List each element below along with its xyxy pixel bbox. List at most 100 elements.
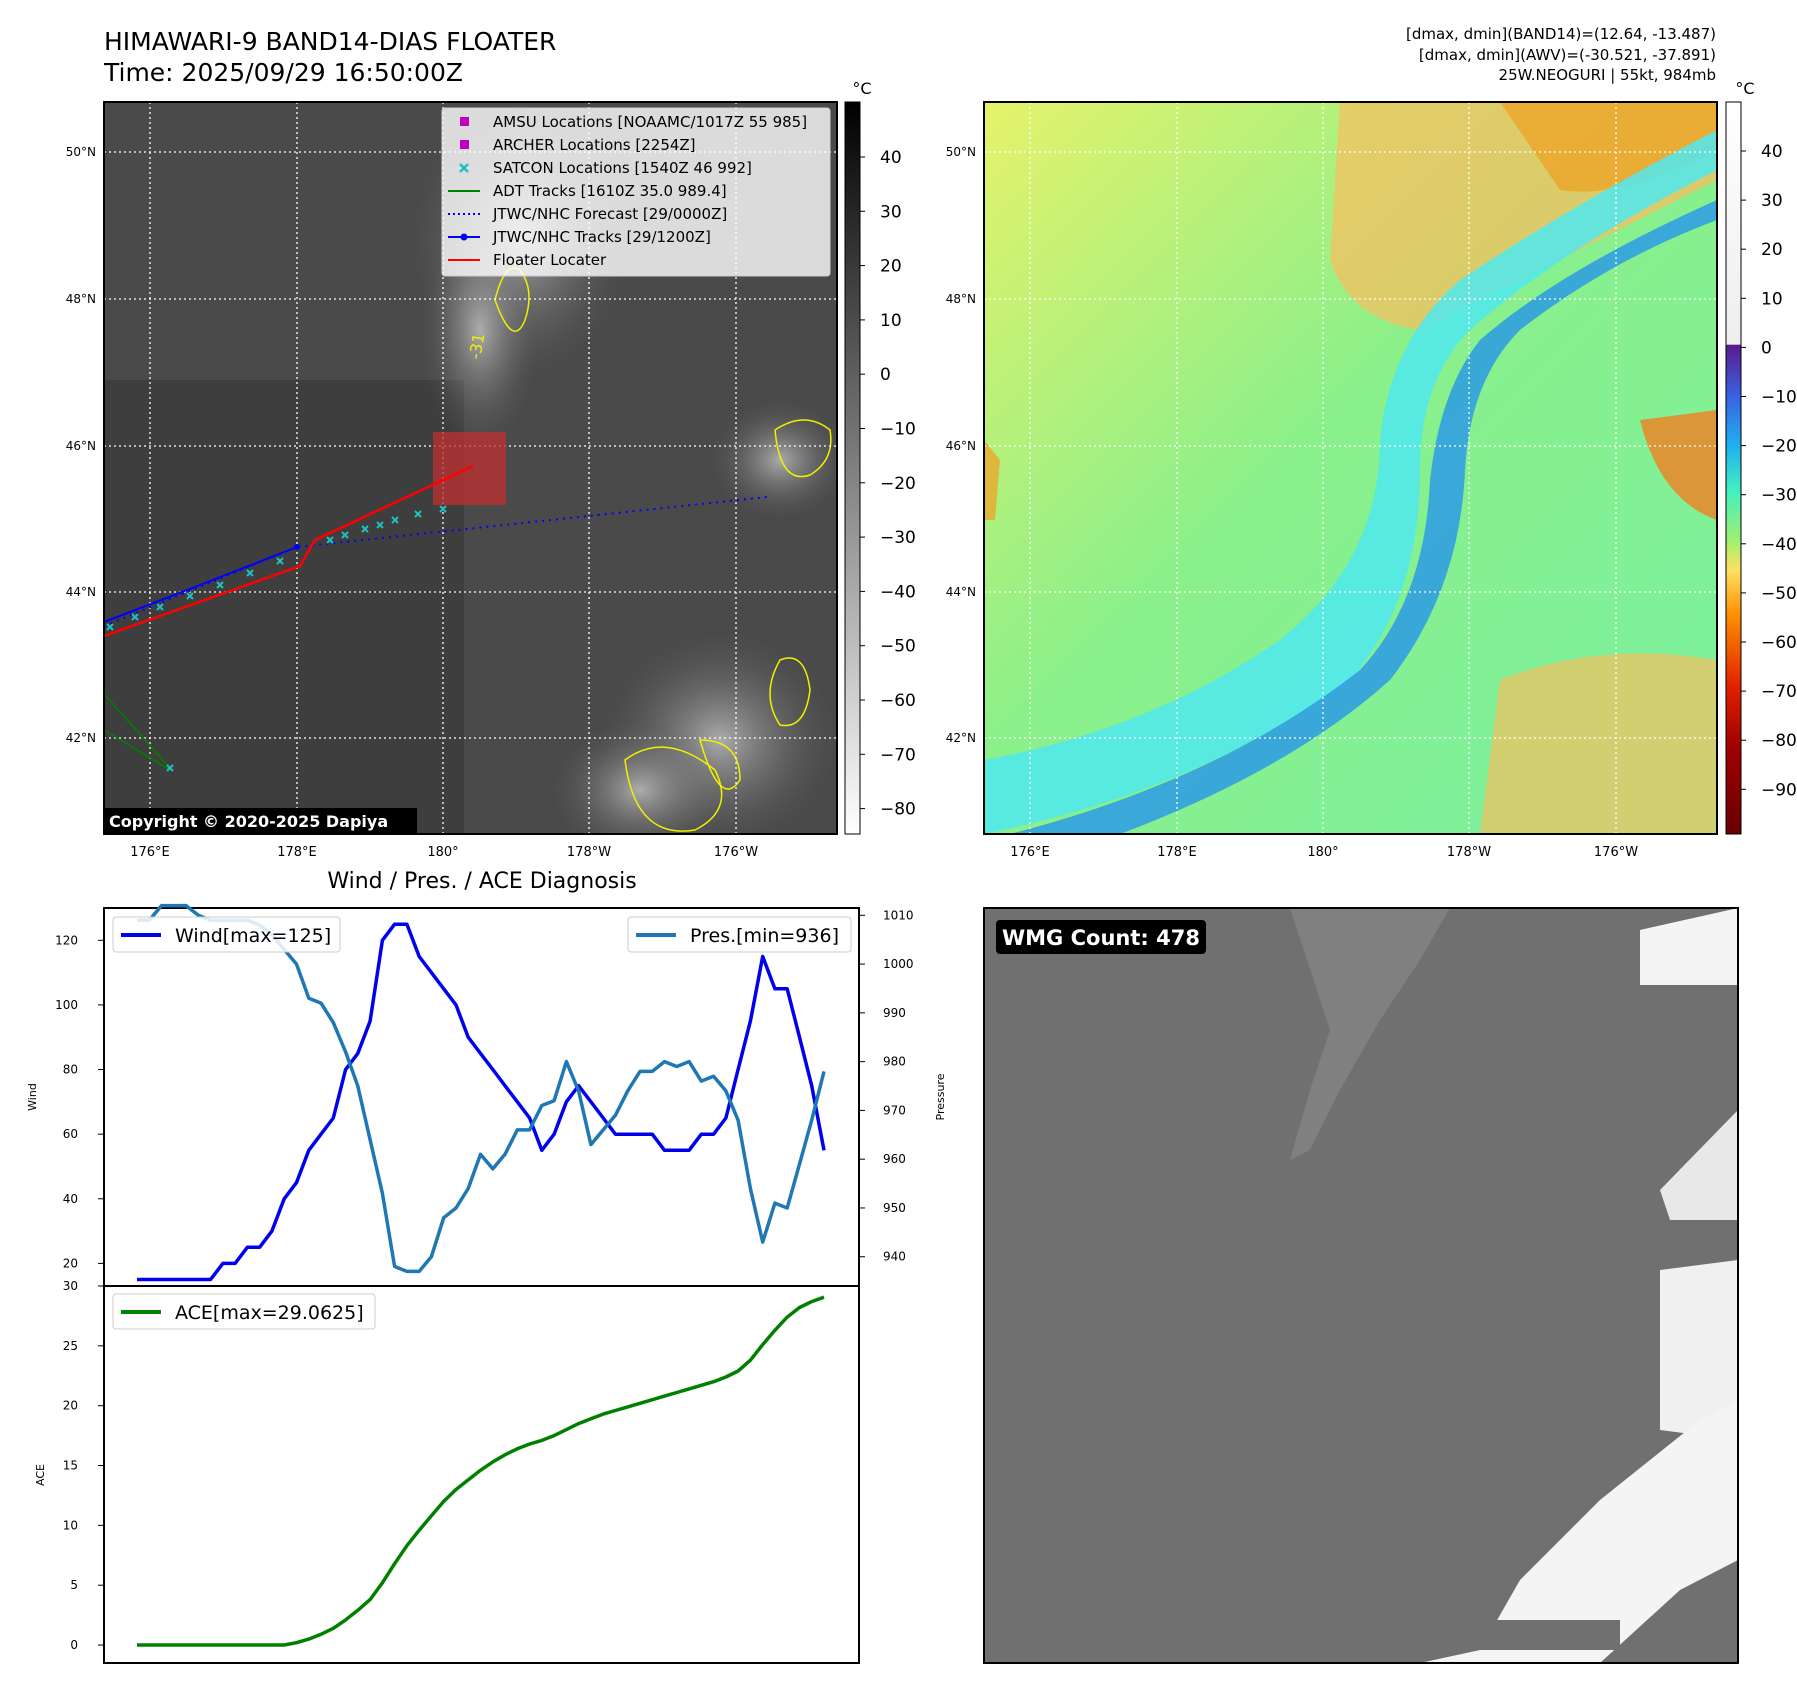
pressure-tick-label: 1010 xyxy=(883,908,914,922)
colorbar-tick-label: −20 xyxy=(880,474,916,494)
colorbar-tick-label: 30 xyxy=(1761,191,1783,211)
wmg-count-box xyxy=(996,920,1206,954)
legend-item: JTWC/NHC Tracks [29/1200Z] xyxy=(448,228,711,246)
ace-ylabel: ACE xyxy=(34,1464,47,1486)
colorbar-tick-label: −80 xyxy=(1761,731,1797,751)
colorbar-tick-label: −70 xyxy=(880,745,916,765)
wind-tick-label: 20 xyxy=(63,1256,78,1270)
colorbar-tick-label: 0 xyxy=(880,365,891,385)
wind-ticks: 20 40 60 80 100 120 xyxy=(55,933,104,1270)
satcon-marker xyxy=(186,592,194,600)
legend-item: ARCHER Locations [2254Z] xyxy=(460,136,696,154)
pressure-ylabel: Pressure xyxy=(934,1073,947,1120)
pressure-ticks: 940 950 960 970 980 990 1000 1010 xyxy=(859,908,914,1264)
legend-marker-dot xyxy=(460,233,468,241)
satcon-marker xyxy=(376,521,384,529)
colorbar-tick-label: 20 xyxy=(1761,240,1783,260)
adt-track-2 xyxy=(103,729,171,771)
figure-title: HIMAWARI-9 BAND14-DIAS FLOATER xyxy=(104,27,556,56)
ace-tick-label: 30 xyxy=(63,1279,78,1293)
pressure-tick-label: 1000 xyxy=(883,957,914,971)
lon-label: 176°W xyxy=(714,845,758,860)
satcon-marker xyxy=(166,764,174,772)
satcon-marker xyxy=(439,505,447,513)
awv-lat-labels: 50°N 48°N 46°N 44°N 42°N xyxy=(946,145,976,745)
legend-label: Floater Locater xyxy=(493,251,607,269)
wind-tick-label: 120 xyxy=(55,933,78,947)
ace-tick-label: 0 xyxy=(70,1638,78,1652)
legend-label: AMSU Locations [NOAAMC/1017Z 55 985] xyxy=(493,113,807,131)
lat-label: 46°N xyxy=(66,439,96,453)
satcon-marker xyxy=(326,536,334,544)
satcon-marker xyxy=(156,603,164,611)
lat-label: 42°N xyxy=(66,731,96,745)
colorbar-tick-label: −10 xyxy=(1761,388,1797,408)
colorbar-tick-label: −50 xyxy=(1761,584,1797,604)
lon-label: 178°E xyxy=(1157,845,1197,860)
info-band14: [dmax, dmin](BAND14)=(12.64, -13.487) xyxy=(1406,25,1716,43)
colorbar-tick-label: −40 xyxy=(1761,535,1797,555)
colorbar-tick-label: 40 xyxy=(1761,142,1783,162)
satcon-marker xyxy=(106,623,114,631)
colorbar-tick-label: −30 xyxy=(1761,486,1797,506)
lon-label: 176°W xyxy=(1594,845,1638,860)
info-awv: [dmax, dmin](AWV)=(-30.521, -37.891) xyxy=(1419,46,1716,64)
jtwc-track-point xyxy=(294,544,300,550)
awv-map xyxy=(984,102,1717,834)
colorbar-tick-label: 10 xyxy=(1761,289,1783,309)
wind-tick-label: 100 xyxy=(55,998,78,1012)
satcon-marker xyxy=(276,557,284,565)
lat-label: 48°N xyxy=(66,292,96,306)
legend-marker xyxy=(460,117,469,126)
lat-label: 50°N xyxy=(66,145,96,159)
legend-item: ADT Tracks [1610Z 35.0 989.4] xyxy=(448,182,727,200)
contour-label: -31 xyxy=(465,332,488,361)
lon-label: 178°E xyxy=(277,845,317,860)
lat-label: 48°N xyxy=(946,292,976,306)
lat-label: 50°N xyxy=(946,145,976,159)
colorbar-tick-label: −60 xyxy=(880,691,916,711)
wind-pres-axes xyxy=(103,907,860,1287)
ace-legend xyxy=(112,1293,376,1330)
lon-label: 180° xyxy=(1307,845,1338,860)
satcon-marker xyxy=(391,516,399,524)
diagnosis-title: Wind / Pres. / ACE Diagnosis xyxy=(327,869,636,894)
colorbar-tick-label: 20 xyxy=(880,257,902,277)
satcon-marker xyxy=(131,613,139,621)
lon-label: 178°W xyxy=(1447,845,1491,860)
jtwc-track xyxy=(103,546,298,623)
lon-label: 178°W xyxy=(567,845,611,860)
colorbar-tick-label: −50 xyxy=(880,637,916,657)
lon-label: 176°E xyxy=(1010,845,1050,860)
color-colorbar-unit: °C xyxy=(1735,79,1754,98)
wind-tick-label: 80 xyxy=(63,1063,78,1077)
satcon-marker xyxy=(341,531,349,539)
colorbar-tick-label: −80 xyxy=(880,800,916,820)
ace-series-line xyxy=(137,1295,825,1647)
map-legend xyxy=(441,107,831,277)
satcon-marker xyxy=(361,525,369,533)
wind-tick-label: 60 xyxy=(63,1127,78,1141)
wind-legend xyxy=(112,916,341,953)
colorbar-tick-label: −60 xyxy=(1761,633,1797,653)
legend-item: JTWC/NHC Forecast [29/0000Z] xyxy=(448,205,727,223)
colorbar-tick-label: −70 xyxy=(1761,682,1797,702)
pressure-tick-label: 980 xyxy=(883,1055,906,1069)
ace-legend-label: ACE[max=29.0625] xyxy=(175,1302,364,1324)
satcon-marker xyxy=(414,510,422,518)
ir-lat-labels: 50°N 48°N 46°N 44°N 42°N xyxy=(66,145,96,745)
pressure-tick-label: 940 xyxy=(883,1250,906,1264)
lat-label: 46°N xyxy=(946,439,976,453)
ace-tick-label: 10 xyxy=(63,1518,78,1532)
pres-legend xyxy=(627,916,852,953)
gray-colorbar-unit: °C xyxy=(852,79,871,98)
satcon-markers xyxy=(106,505,447,772)
copyright-box xyxy=(104,808,417,834)
legend-marker xyxy=(459,163,469,173)
ace-tick-label: 25 xyxy=(63,1339,78,1353)
floater-track xyxy=(103,464,474,638)
colorbar-tick-label: −10 xyxy=(880,420,916,440)
legend-label: ARCHER Locations [2254Z] xyxy=(493,136,696,154)
colorbar-tick-label: −40 xyxy=(880,582,916,602)
